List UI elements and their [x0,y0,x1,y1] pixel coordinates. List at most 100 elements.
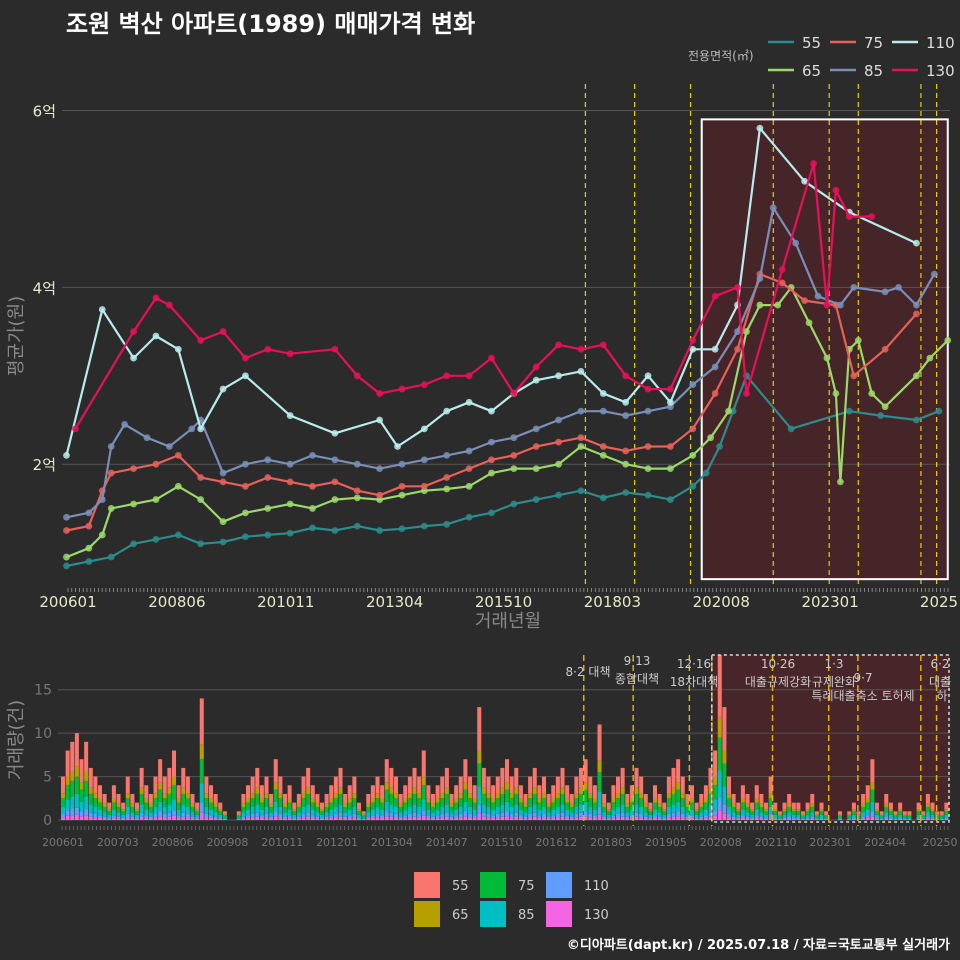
volume-bar-segment [819,809,824,812]
volume-bar-segment [135,817,140,819]
volume-bar-segment [865,817,870,820]
volume-bar-segment [611,815,616,818]
volume-bar-segment [565,802,570,810]
volume-bar-segment [925,803,930,807]
volume-bar-segment [139,812,144,817]
volume-bar-segment [472,817,477,820]
volume-bar-segment [745,806,750,813]
volume-bar-segment [338,804,343,813]
volume-bar-segment [375,776,380,794]
data-point-85 [143,434,151,442]
volume-bar-segment [199,698,204,745]
volume-bar-segment [861,818,866,820]
data-point-130 [488,354,495,362]
volume-bar-segment [139,793,144,805]
data-point-75 [465,465,473,473]
volume-bar-segment [343,806,348,813]
volume-bar-segment [431,812,436,817]
volume-bar-segment [398,806,403,813]
volume-bar-segment [431,818,436,820]
volume-bar-segment [486,798,491,807]
volume-bar-segment [153,806,158,814]
volume-bar-segment [273,811,278,817]
volume-bar-segment [417,776,422,794]
volume-bar-segment [121,817,126,819]
volume-bar-segment [759,812,764,817]
data-point-85 [510,434,518,442]
volume-bar-segment [209,817,214,820]
volume-bar-segment [787,812,792,817]
volume-bar-segment [847,819,852,820]
volume-bar-segment [777,814,782,816]
volume-bar-segment [61,793,66,799]
data-point-75 [644,443,652,450]
data-point-130 [331,345,339,353]
volume-bar-segment [671,787,676,794]
vol-y-tick-label: 10 [34,726,52,742]
volume-bar-segment [768,817,773,820]
data-point-55 [398,525,406,533]
volume-bar-segment [713,799,718,811]
volume-bar-segment [162,798,167,807]
data-point-130 [823,301,831,309]
volume-bar-segment [505,811,510,817]
data-point-85 [913,301,920,309]
data-point-65 [532,465,540,473]
volume-bar-segment [523,806,528,813]
volume-bar-segment [583,789,588,802]
volume-bar-segment [255,816,260,820]
volume-bar-segment [181,787,186,794]
volume-bar-segment [782,814,787,818]
vol-x-tick-label: 201304 [371,836,413,849]
volume-bar-segment [213,793,218,804]
volume-bar-segment [805,814,810,818]
y-tick-label: 6억 [33,103,56,121]
data-point-85 [264,456,272,464]
volume-bar-segment [722,763,727,787]
volume-bar-segment [625,803,630,807]
volume-bar-segment [435,798,440,803]
volume-bar-segment [338,793,343,805]
volume-bar-segment [440,793,445,799]
volume-bar-segment [838,814,843,816]
volume-bar-segment [190,803,195,807]
volume-bar-segment [190,812,195,817]
data-point-75 [264,474,272,481]
volume-bar-segment [172,776,177,786]
volume-bar-segment [435,809,440,816]
volume-bar-segment [241,812,246,817]
policy-label: 특례대출축소 토허제 [811,689,914,703]
volume-bar-segment [671,804,676,813]
volume-bar-segment [930,814,935,818]
volume-bar-segment [902,817,907,819]
volume-bar-segment [403,802,408,810]
volume-bar-segment [190,816,195,819]
volume-bar-segment [676,759,681,783]
data-point-85 [836,301,844,309]
data-point-110 [644,372,652,380]
volume-bar-segment [893,819,898,820]
volume-bar-segment [347,817,352,820]
volume-bar-segment [930,818,935,820]
volume-bar-segment [320,809,325,812]
volume-bar-segment [190,793,195,804]
volume-bar-segment [403,798,408,803]
data-point-55 [599,494,607,502]
volume-bar-segment [116,793,121,804]
volume-bar-segment [694,817,699,819]
volume-bar-segment [643,812,648,817]
volume-bar-segment [671,812,676,817]
volume-bar-segment [657,793,662,804]
data-point-85 [814,292,822,300]
volume-bar-segment [107,814,112,818]
volume-bar-segment [939,818,944,820]
volume-bar-segment [898,817,903,819]
volume-bar-segment [278,798,283,807]
volume-bar-segment [537,815,542,818]
volume-bar-segment [255,793,260,805]
data-point-65 [398,491,406,499]
volume-bar-segment [148,818,153,820]
volume-bar-segment [431,806,436,813]
volume-bar-segment [495,798,500,807]
volume-bar-segment [629,785,634,799]
